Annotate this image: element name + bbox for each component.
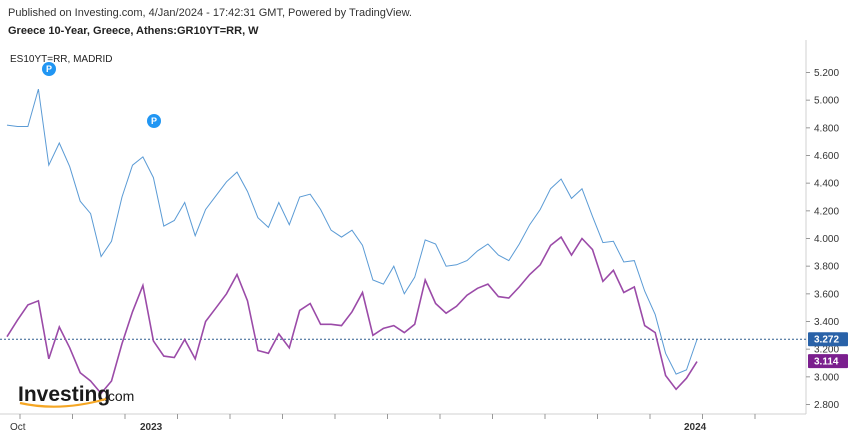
greece-last-value-badge: 3.272 [808,332,848,347]
es10y-line [6,235,698,395]
investing-logo: Investing .com [18,383,134,408]
y-tick-label: 3.400 [814,317,839,328]
y-tick-label: 3.000 [814,372,839,383]
y-tick-label: 2.800 [814,400,839,411]
published-caption: Published on Investing.com, 4/Jan/2024 -… [8,7,412,19]
event-marker[interactable]: P [147,114,161,128]
y-tick-label: 4.600 [814,151,839,162]
y-tick-label: 5.200 [814,68,839,79]
x-tick-label: 2024 [684,422,707,433]
greece-10y-line [6,88,698,375]
y-tick-label: 3.200 [814,345,839,356]
es-last-value-badge: 3.114 [808,354,848,369]
es-last-value: 3.114 [814,357,839,368]
x-axis: Oct 2023 2024 [10,414,756,433]
greece-10y-points [6,89,698,375]
y-tick-label: 4.000 [814,234,839,245]
y-tick-label: 3.800 [814,262,839,273]
y-tick-label: 4.400 [814,179,839,190]
x-tick-label: 2023 [140,422,163,433]
y-tick-label: 3.600 [814,289,839,300]
event-marker[interactable]: P [42,62,56,76]
logo-domain: .com [104,388,134,404]
logo-swoosh [19,397,107,408]
secondary-symbol-legend: ES10YT=RR, MADRID [10,54,113,65]
y-tick-label: 5.000 [814,96,839,107]
es10y-points [6,237,698,394]
p-marker-label: P [151,116,157,126]
p-marker-icon[interactable] [42,62,56,76]
y-tick-label: 4.800 [814,123,839,134]
x-tick-label: Oct [10,422,26,433]
y-tick-label: 4.200 [814,206,839,217]
logo-wordmark: Investing [18,383,110,406]
y-axis: 2.800 3.000 3.200 3.400 3.600 3.800 4.000 4.200… [806,68,839,411]
chart-title: Greece 10-Year, Greece, Athens:GR10YT=RR… [8,25,259,37]
p-marker-label: P [46,64,52,74]
greece-last-value: 3.272 [814,335,839,346]
p-marker-icon[interactable] [147,114,161,128]
